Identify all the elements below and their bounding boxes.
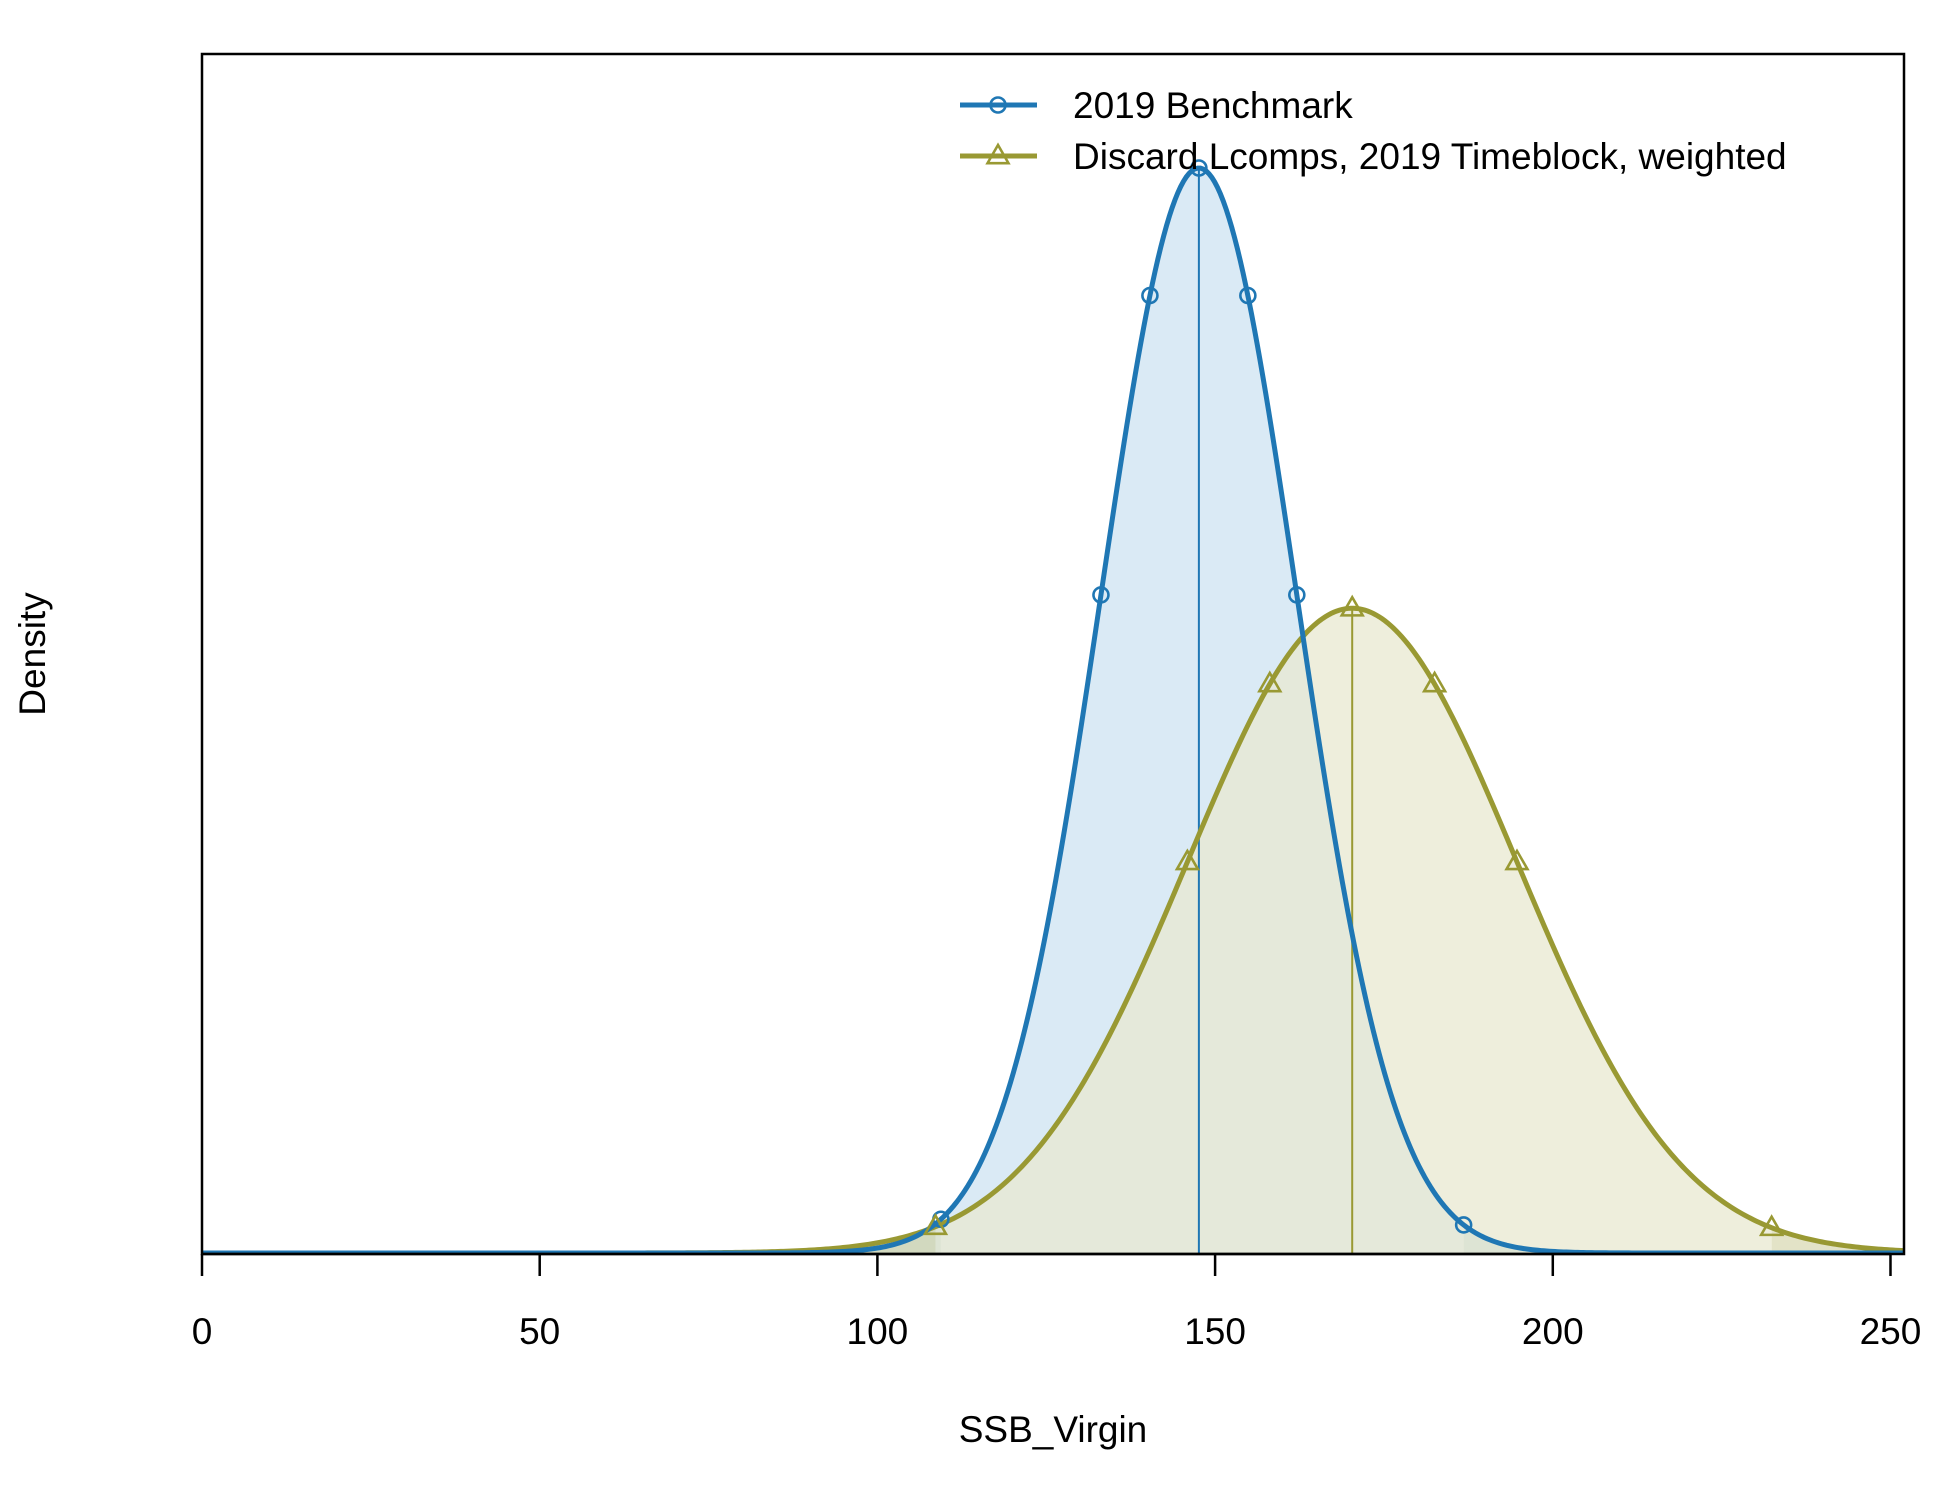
legend-label-2: Discard Lcomps, 2019 Timeblock, weighted bbox=[1073, 136, 1787, 177]
series-1-marker bbox=[1454, 1216, 1473, 1234]
series-2-marker bbox=[1339, 594, 1365, 617]
x-axis-title: SSB_Virgin bbox=[959, 1409, 1148, 1450]
series-1-marker bbox=[1092, 586, 1110, 604]
series-1-marker bbox=[1190, 159, 1208, 177]
density-markers bbox=[922, 159, 1785, 1237]
series-2-marker bbox=[1504, 848, 1530, 871]
legend: 2019 Benchmark Discard Lcomps, 2019 Timeb… bbox=[960, 85, 1787, 177]
x-tick-label: 50 bbox=[519, 1311, 560, 1352]
series-2-marker bbox=[1257, 670, 1283, 693]
series-2-marker bbox=[1421, 670, 1448, 693]
density-fills bbox=[202, 168, 1904, 1253]
series-1-marker bbox=[1239, 286, 1257, 305]
legend-marker-2 bbox=[985, 142, 1011, 165]
series-2-marker bbox=[922, 1213, 949, 1236]
legend-marker-1 bbox=[989, 96, 1007, 114]
x-tick-label: 200 bbox=[1522, 1311, 1584, 1352]
x-axis: 0 50 100 150 200 250 bbox=[192, 1252, 1922, 1352]
x-tick-label: 100 bbox=[847, 1311, 909, 1352]
x-tick-label: 0 bbox=[192, 1311, 213, 1352]
series-1-marker bbox=[1288, 586, 1306, 604]
legend-label-1: 2019 Benchmark bbox=[1073, 85, 1353, 126]
x-tick-label: 250 bbox=[1860, 1311, 1922, 1352]
series-2-marker bbox=[1758, 1214, 1785, 1237]
series-2-marker bbox=[1174, 848, 1201, 871]
series-1-marker bbox=[1141, 286, 1159, 305]
y-axis-title: Density bbox=[12, 592, 53, 716]
series-2-upper-tail-fill bbox=[1771, 1227, 1904, 1253]
x-tick-label: 150 bbox=[1184, 1311, 1246, 1352]
